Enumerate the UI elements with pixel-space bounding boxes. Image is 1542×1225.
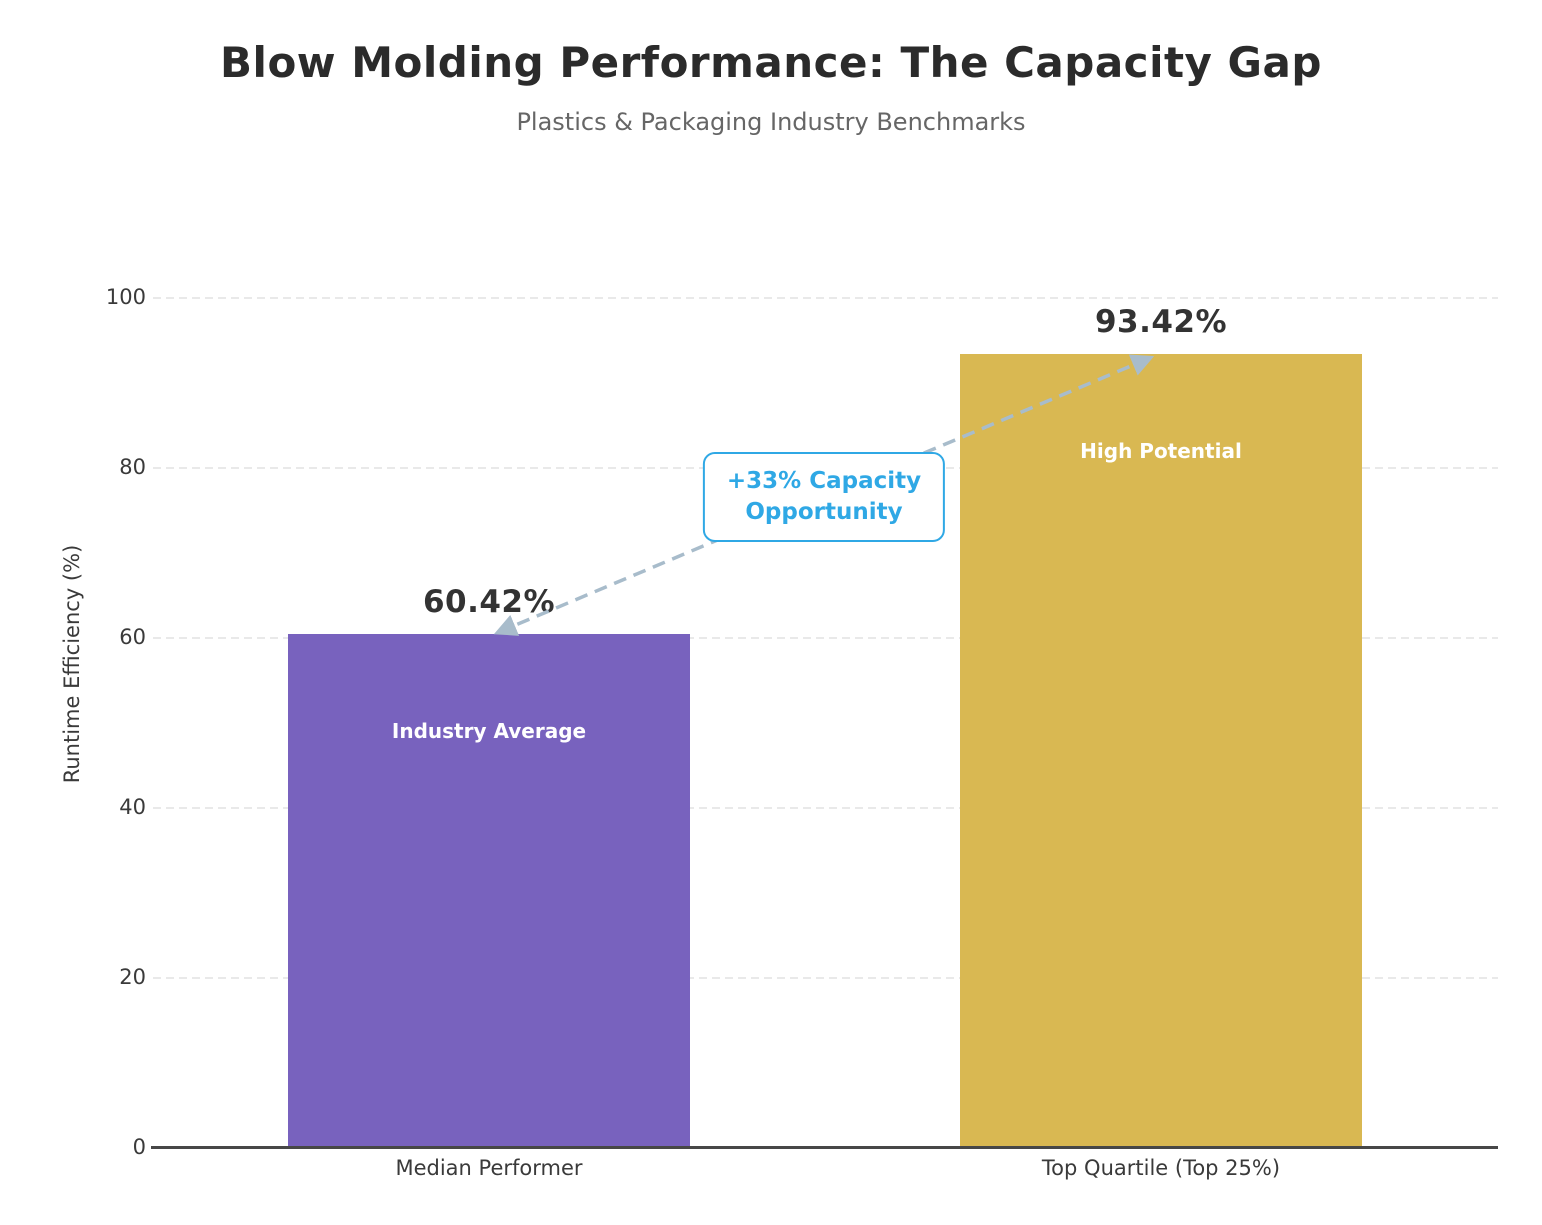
x-axis-line [151, 1146, 1498, 1149]
y-tick-label: 80 [119, 455, 146, 479]
capacity-opportunity-callout: +33% Capacity Opportunity [702, 451, 946, 543]
bar-inner-label: High Potential [1080, 438, 1242, 463]
bar-inner-label: Industry Average [391, 719, 587, 744]
bar-median-performer [288, 634, 690, 1146]
x-category-label-top-quartile-top-25: Top Quartile (Top 25%) [1041, 1156, 1281, 1180]
y-tick-label: 40 [119, 795, 146, 819]
x-category-label-median-performer: Median Performer [395, 1156, 583, 1180]
y-tick-label: 0 [132, 1135, 146, 1159]
gridline-20 [153, 977, 1498, 979]
bar-top-quartile-top-25 [960, 353, 1362, 1146]
y-tick-label: 20 [119, 965, 146, 989]
gridline-40 [153, 807, 1498, 809]
bar-value-label: 60.42% [422, 584, 556, 621]
y-axis-label: Runtime Efficiency (%) [60, 544, 84, 784]
gridline-100 [153, 297, 1498, 299]
callout-line-2: Opportunity [745, 499, 903, 525]
y-tick-label: 60 [119, 625, 146, 649]
y-tick-label: 100 [105, 285, 146, 309]
bar-value-label: 93.42% [1094, 303, 1228, 340]
chart-title: Blow Molding Performance: The Capacity G… [220, 38, 1322, 87]
gridline-60 [153, 637, 1498, 639]
chart-subtitle: Plastics & Packaging Industry Benchmarks [516, 108, 1026, 136]
callout-line-1: +33% Capacity [726, 467, 922, 494]
